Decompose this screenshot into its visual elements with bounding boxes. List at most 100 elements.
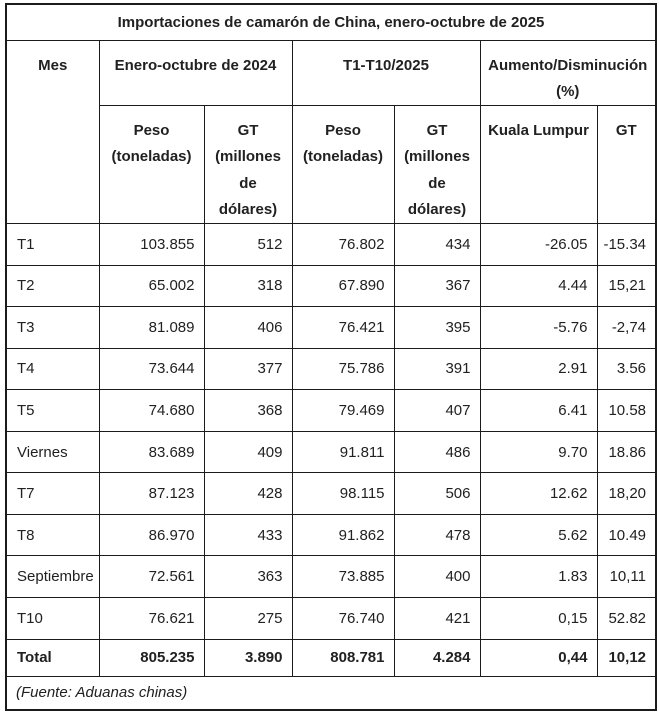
title-row: Importaciones de camarón de China, enero… [5,3,657,41]
data-cell: 67.890 [291,264,395,308]
total-peso-2025: 808.781 [291,638,395,677]
data-cell: 87.123 [98,472,205,515]
data-cell: 400 [393,555,481,598]
row-label-mes: Viernes [5,430,100,474]
data-cell: 9.70 [479,430,598,474]
data-cell: 421 [393,596,481,640]
data-cell: 72.561 [98,555,205,598]
data-cell: 1.83 [479,555,598,598]
data-cell: 395 [393,306,481,349]
row-label-mes: T10 [5,596,100,640]
data-cell: 434 [393,223,481,266]
data-cell: -15.34 [596,223,657,266]
total-change-peso: 0,44 [479,638,598,677]
data-cell: 18.86 [596,430,657,474]
data-cell: 79.469 [291,389,395,432]
row-label-mes: T2 [5,264,100,308]
data-cell: 98.115 [291,472,395,515]
data-cell: -26.05 [479,223,598,266]
data-cell: 275 [203,596,293,640]
column-header-peso-2025: Peso (toneladas) [291,105,395,224]
data-cell: 428 [203,472,293,515]
data-cell: 407 [393,389,481,432]
table-row: T1 103.855 512 76.802 434 -26.05 -15.34 [5,223,657,266]
data-cell: 91.811 [291,430,395,474]
data-cell: 2.91 [479,347,598,391]
total-change-gt: 10,12 [596,638,657,677]
data-cell: 0,15 [479,596,598,640]
row-label-mes: T7 [5,472,100,515]
table-row: T8 86.970 433 91.862 478 5.62 10.49 [5,513,657,557]
data-cell: 3.56 [596,347,657,391]
table-row: T7 87.123 428 98.115 506 12.62 18,20 [5,472,657,515]
data-cell: 409 [203,430,293,474]
data-cell: 76.802 [291,223,395,266]
row-label-mes: T3 [5,306,100,349]
data-cell: 74.680 [98,389,205,432]
group-header-row: Mes Enero-octubre de 2024 T1-T10/2025 Au… [5,39,657,224]
table-row: T10 76.621 275 76.740 421 0,15 52.82 [5,596,657,640]
data-cell: 6.41 [479,389,598,432]
column-group-2024: Enero-octubre de 2024 [98,39,293,106]
total-row: Total 805.235 3.890 808.781 4.284 0,44 1… [5,638,657,677]
table-body: T1 103.855 512 76.802 434 -26.05 -15.34 T2 65.00… [5,223,657,640]
column-header-kuala-lumpur: Kuala Lumpur [479,105,598,224]
data-cell: 76.421 [291,306,395,349]
data-cell: 367 [393,264,481,308]
data-cell: 10.58 [596,389,657,432]
data-cell: 5.62 [479,513,598,557]
data-cell: 76.740 [291,596,395,640]
table-row: Septiembre 72.561 363 73.885 400 1.83 10,11 [5,555,657,598]
row-label-mes: T1 [5,223,100,266]
data-cell: 506 [393,472,481,515]
column-header-gt-2025: GT (millones de dólares) [393,105,481,224]
column-group-change: Aumento/Disminución (%) [479,39,657,106]
data-cell: 86.970 [98,513,205,557]
table-row: T3 81.089 406 76.421 395 -5.76 -2,74 [5,306,657,349]
data-cell: 73.644 [98,347,205,391]
data-cell: 73.885 [291,555,395,598]
imports-table: Importaciones de camarón de China, enero… [5,3,658,711]
total-gt-2025: 4.284 [393,638,481,677]
column-header-gt-2024: GT (millones de dólares) [203,105,293,224]
data-cell: 318 [203,264,293,308]
sub-header-row: Peso (toneladas) GT (millones de dólares… [6,105,657,224]
data-cell: -5.76 [479,306,598,349]
data-cell: 81.089 [98,306,205,349]
table-row: T4 73.644 377 75.786 391 2.91 3.56 [5,347,657,391]
total-gt-2024: 3.890 [203,638,293,677]
data-cell: 75.786 [291,347,395,391]
data-cell: 391 [393,347,481,391]
source-row: (Fuente: Aduanas chinas) [5,675,657,711]
data-cell: 4.44 [479,264,598,308]
data-cell: 65.002 [98,264,205,308]
data-cell: -2,74 [596,306,657,349]
table-row: Viernes 83.689 409 91.811 486 9.70 18.86 [5,430,657,474]
data-cell: 10.49 [596,513,657,557]
data-cell: 12.62 [479,472,598,515]
data-cell: 10,11 [596,555,657,598]
table-title: Importaciones de camarón de China, enero… [5,3,657,41]
column-group-2025: T1-T10/2025 [291,39,481,106]
row-label-mes: T4 [5,347,100,391]
data-cell: 433 [203,513,293,557]
data-cell: 368 [203,389,293,432]
total-label: Total [5,638,100,677]
total-peso-2024: 805.235 [98,638,205,677]
row-label-mes: T5 [5,389,100,432]
column-header-mes: Mes [5,39,100,224]
data-cell: 76.621 [98,596,205,640]
data-cell: 363 [203,555,293,598]
column-header-gt-change: GT [596,105,657,224]
data-cell: 52.82 [596,596,657,640]
source-note: (Fuente: Aduanas chinas) [5,675,657,711]
table-row: T2 65.002 318 67.890 367 4.44 15,21 [5,264,657,308]
data-cell: 478 [393,513,481,557]
row-label-mes: Septiembre [5,555,100,598]
data-cell: 83.689 [98,430,205,474]
data-cell: 406 [203,306,293,349]
column-header-peso-2024: Peso (toneladas) [98,105,205,224]
table-row: T5 74.680 368 79.469 407 6.41 10.58 [5,389,657,432]
data-cell: 512 [203,223,293,266]
